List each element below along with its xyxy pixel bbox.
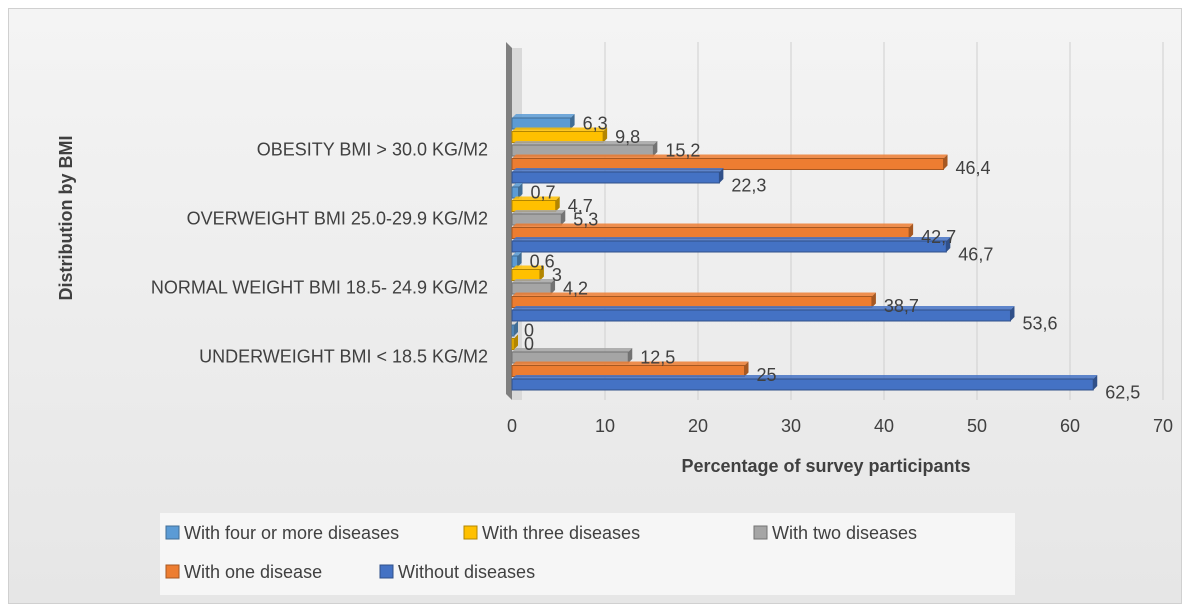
bar-end bbox=[653, 141, 658, 156]
category-label: UNDERWEIGHT BMI < 18.5 KG/M2 bbox=[199, 347, 488, 367]
legend-label: Without diseases bbox=[398, 562, 535, 582]
bar-top bbox=[512, 196, 560, 201]
data-label: 4,7 bbox=[568, 196, 593, 216]
bar-end bbox=[1010, 306, 1015, 321]
data-label: 22,3 bbox=[731, 176, 766, 196]
bar-end bbox=[514, 334, 518, 350]
bar bbox=[511, 186, 520, 199]
bar-end bbox=[719, 168, 724, 183]
x-axis-title: Percentage of survey participants bbox=[681, 456, 970, 476]
bar-end bbox=[561, 210, 566, 225]
data-label: 46,7 bbox=[958, 245, 993, 265]
bar-end bbox=[517, 252, 522, 267]
data-label: 4,2 bbox=[563, 279, 588, 299]
data-label: 38,7 bbox=[884, 296, 919, 316]
x-tick-label: 30 bbox=[781, 416, 801, 436]
legend-swatch bbox=[165, 564, 180, 579]
bar-end bbox=[539, 265, 544, 281]
bar-top bbox=[512, 210, 566, 214]
category-label: NORMAL WEIGHT BMI 18.5- 24.9 KG/M2 bbox=[151, 278, 488, 298]
data-label: 53,6 bbox=[1022, 314, 1057, 334]
bar-end bbox=[570, 114, 575, 129]
bar bbox=[511, 117, 572, 130]
axis-wall bbox=[506, 42, 512, 400]
bar bbox=[511, 240, 947, 253]
x-tick-label: 50 bbox=[967, 416, 987, 436]
category-label: OVERWEIGHT BMI 25.0-29.9 KG/M2 bbox=[187, 209, 488, 229]
data-label: 0,7 bbox=[531, 183, 556, 203]
bar-top bbox=[512, 361, 749, 366]
bar bbox=[511, 365, 745, 377]
data-label: 12,5 bbox=[640, 348, 675, 368]
legend-swatch bbox=[463, 525, 478, 540]
x-tick-label: 60 bbox=[1060, 416, 1080, 436]
legend-label: With three diseases bbox=[482, 523, 640, 543]
bar-top bbox=[512, 168, 724, 172]
bar-end bbox=[1093, 375, 1098, 390]
legend-swatch bbox=[165, 525, 180, 540]
bar-end bbox=[603, 127, 608, 143]
data-label: 9,8 bbox=[615, 127, 640, 147]
x-tick-label: 0 bbox=[507, 416, 517, 436]
x-tick-label: 20 bbox=[688, 416, 708, 436]
bar-top bbox=[512, 252, 522, 256]
bar-top bbox=[512, 306, 1015, 310]
bar-end bbox=[946, 237, 951, 252]
data-label: 0 bbox=[524, 321, 534, 341]
x-tick-label: 40 bbox=[874, 416, 894, 436]
bar bbox=[511, 227, 910, 239]
legend-label: With four or more diseases bbox=[184, 523, 399, 543]
bar-end bbox=[555, 196, 560, 212]
bar-end bbox=[909, 223, 914, 239]
bar-top bbox=[512, 183, 523, 187]
legend-swatch bbox=[753, 525, 768, 540]
bar-end bbox=[628, 348, 633, 363]
bar bbox=[511, 378, 1094, 391]
bar bbox=[511, 309, 1011, 322]
bar bbox=[511, 213, 562, 226]
bar-top bbox=[512, 223, 914, 228]
bar-end bbox=[551, 279, 556, 294]
bar-top bbox=[512, 154, 948, 159]
bar-top bbox=[512, 348, 633, 352]
bar-end bbox=[514, 321, 518, 336]
bar-top bbox=[512, 127, 608, 132]
category-label: OBESITY BMI > 30.0 KG/M2 bbox=[257, 140, 488, 160]
bar bbox=[511, 171, 720, 184]
bar-end bbox=[871, 292, 876, 308]
x-tick-label: 10 bbox=[595, 416, 615, 436]
x-tick-label: 70 bbox=[1153, 416, 1173, 436]
bar-end bbox=[744, 361, 749, 377]
bar bbox=[511, 282, 552, 295]
bar bbox=[511, 324, 515, 337]
data-label: 25 bbox=[757, 365, 777, 385]
bar-top bbox=[512, 141, 658, 145]
bar-top bbox=[512, 292, 876, 297]
legend-swatch bbox=[379, 564, 394, 579]
data-label: 15,2 bbox=[665, 141, 700, 161]
bar-top bbox=[512, 279, 556, 283]
bar-end bbox=[518, 183, 523, 198]
bar-top bbox=[512, 114, 575, 118]
bar-top bbox=[512, 237, 951, 241]
bar bbox=[511, 338, 515, 350]
bar-end bbox=[943, 154, 948, 170]
bar-top bbox=[512, 375, 1098, 379]
data-label: 5,3 bbox=[573, 210, 598, 230]
data-label: 3 bbox=[552, 265, 562, 285]
data-label: 62,5 bbox=[1105, 383, 1140, 403]
data-label: 0,6 bbox=[530, 252, 555, 272]
bar-top bbox=[512, 265, 544, 270]
data-label: 6,3 bbox=[583, 114, 608, 134]
data-label: 46,4 bbox=[956, 158, 991, 178]
bar bbox=[511, 255, 519, 268]
legend-label: With one disease bbox=[184, 562, 322, 582]
legend-box bbox=[160, 513, 1015, 595]
data-label: 0 bbox=[524, 334, 534, 354]
bar bbox=[511, 158, 945, 170]
y-axis-title: Distribution by BMI bbox=[56, 136, 76, 301]
legend-label: With two diseases bbox=[772, 523, 917, 543]
data-label: 42,7 bbox=[921, 227, 956, 247]
